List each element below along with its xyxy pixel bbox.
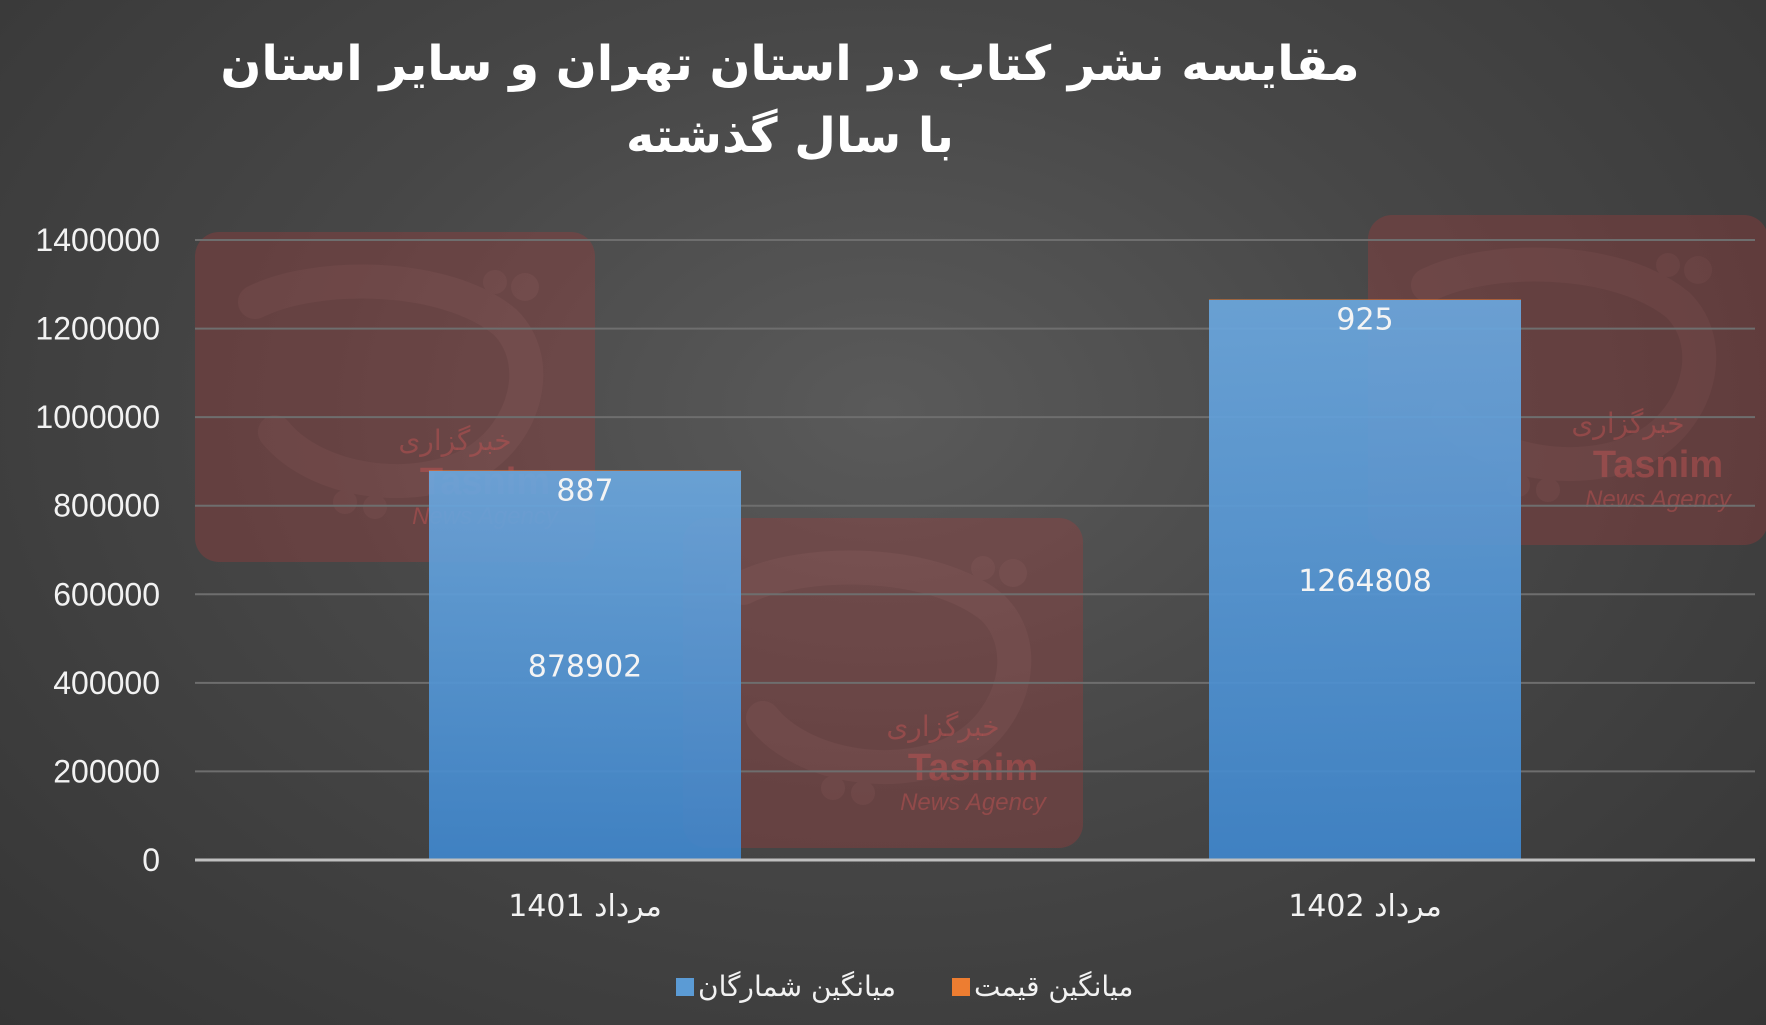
y-tick-label: 1200000: [35, 311, 160, 347]
y-tick-label: 400000: [53, 665, 160, 701]
legend: میانگین شمارگان میانگین قیمت: [676, 970, 1133, 1003]
chart-title: مقایسه نشر کتاب در استان تهران و سایر اس…: [220, 36, 1360, 164]
data-label: 887: [556, 473, 613, 508]
y-tick-label: 0: [142, 842, 160, 878]
watermark-subtitle: News Agency: [1585, 486, 1733, 513]
x-tick-label: مرداد 1402: [1288, 889, 1442, 924]
legend-label: میانگین قیمت: [974, 970, 1133, 1003]
y-tick-label: 600000: [53, 576, 160, 612]
y-tick-label: 200000: [53, 753, 160, 789]
x-axis: مرداد 1401 مرداد 1402: [195, 858, 1755, 924]
x-tick-label: مرداد 1401: [508, 889, 662, 924]
y-tick-label: 800000: [53, 488, 160, 524]
legend-label: میانگین شمارگان: [698, 970, 896, 1003]
bar-segment: [429, 470, 741, 471]
y-tick-label: 1000000: [35, 399, 160, 435]
data-labels: 878902 887 1264808 925: [528, 302, 1432, 684]
watermark-persian: خبرگزاری: [398, 424, 511, 457]
watermark-persian: خبرگزاری: [1571, 407, 1684, 440]
legend-swatch: [676, 978, 694, 996]
bars: [429, 299, 1521, 861]
data-label: 1264808: [1298, 564, 1432, 599]
bar-segment: [429, 470, 741, 860]
watermark-brand: Tasnim: [908, 747, 1038, 789]
y-axis-ticks: 0 200000 400000 600000 800000 1000000 1200000 1…: [35, 222, 160, 878]
y-tick-label: 1400000: [35, 222, 160, 258]
bar-segment: [1209, 299, 1521, 861]
watermark-right: خبرگزاری Tasnim News Agency: [1368, 215, 1766, 545]
data-label: 878902: [528, 649, 643, 684]
data-label: 925: [1336, 302, 1393, 337]
legend-swatch: [952, 978, 970, 996]
watermark-center: خبرگزاری Tasnim News Agency: [683, 518, 1083, 848]
bar-segment: [1209, 299, 1521, 300]
watermark-subtitle: News Agency: [900, 789, 1048, 816]
watermark-brand: Tasnim: [1593, 444, 1723, 486]
watermark-persian: خبرگزاری: [886, 710, 999, 743]
